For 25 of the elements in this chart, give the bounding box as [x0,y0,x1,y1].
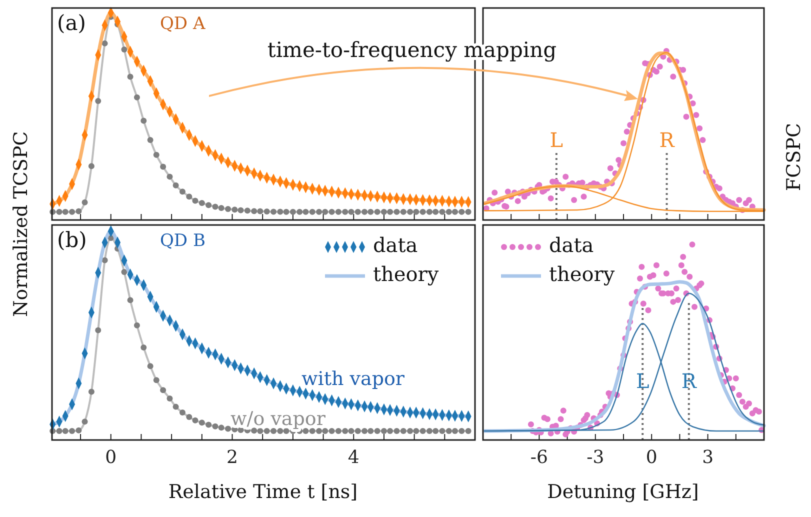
legend-label: theory [373,262,440,286]
legend-label: data [373,233,418,258]
ref-line-label: R [659,128,676,152]
y-axis-title: Normalized TCSPC [10,131,32,317]
x-axis-title: Relative Time t [ns] [168,481,358,503]
annotation: with vapor [302,368,406,390]
annotation: QD B [160,231,206,251]
x-tick-label: 0 [105,446,117,468]
annotation: (a) [57,11,86,35]
legend-label: data [549,233,594,258]
x-tick-label: 0 [646,446,658,468]
annotation: (b) [57,228,87,252]
x-tick-label: 3 [702,446,714,468]
ref-line-label: R [681,369,698,393]
x-tick-label: -6 [530,446,548,468]
ref-line-label: L [550,128,564,152]
annotation: QD A [160,14,206,34]
x-tick-label: 4 [348,446,360,468]
y-axis-title: FCSPC [782,122,805,192]
x-axis-title: Detuning [GHz] [547,481,699,503]
x-tick-label: 2 [226,446,238,468]
x-tick-label: -3 [586,446,604,468]
legend-label: theory [549,262,616,286]
ref-line-label: L [636,369,650,393]
annotation: w/o vapor [230,408,326,430]
